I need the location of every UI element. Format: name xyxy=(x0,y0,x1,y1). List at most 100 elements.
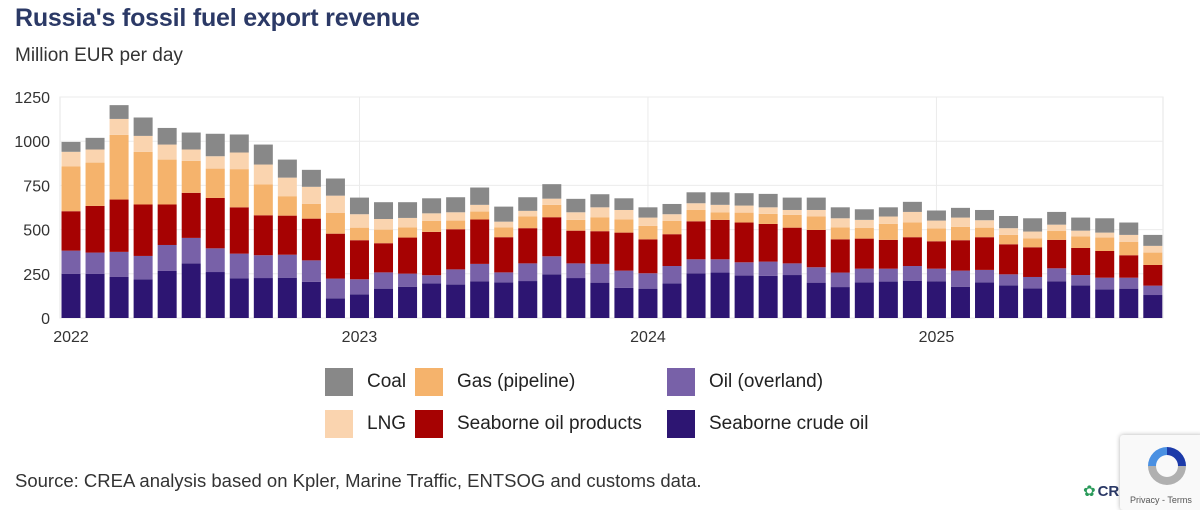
bar-segment-lng xyxy=(518,210,538,217)
bar-segment-coal xyxy=(494,206,514,222)
y-tick-label: 0 xyxy=(41,311,50,328)
bar-segment-lng xyxy=(85,149,105,163)
bar-segment-oil-overland xyxy=(1119,277,1139,289)
bar-segment-lng xyxy=(422,213,442,221)
legend-item-oil-overland: Oil (overland) xyxy=(667,368,823,396)
bar-segment-lng xyxy=(181,149,201,161)
bar-segment-gas-pipeline xyxy=(710,212,730,220)
bar-segment-oil-overland xyxy=(590,263,610,283)
chart-title: Russia's fossil fuel export revenue xyxy=(15,4,420,32)
bar-segment-gas-pipeline xyxy=(662,220,682,235)
bar-segment-gas-pipeline xyxy=(614,219,634,233)
bar-segment-oil-overland xyxy=(253,255,273,279)
bar-stack-2024-12 xyxy=(902,201,922,318)
bar-segment-gas-pipeline xyxy=(758,213,778,224)
bar-stack-2025-06 xyxy=(1047,211,1067,318)
x-tick-label: 2023 xyxy=(342,329,378,346)
bar-segment-gas-pipeline xyxy=(349,227,369,241)
crea-logo[interactable]: ✿ CR xyxy=(1083,482,1119,500)
bar-segment-seaborne-oil-products xyxy=(1047,239,1067,269)
legend-swatch xyxy=(667,368,695,396)
bar-segment-gas-pipeline xyxy=(1143,252,1163,265)
x-tick-label: 2024 xyxy=(630,329,666,346)
recaptcha-badge[interactable]: Privacy - Terms xyxy=(1120,435,1200,510)
bar-segment-coal xyxy=(1071,217,1091,231)
bar-segment-oil-overland xyxy=(782,263,802,276)
bar-segment-seaborne-crude-oil xyxy=(181,263,201,318)
bar-segment-oil-overland xyxy=(374,272,394,289)
bar-stack-2023-12 xyxy=(614,198,634,318)
recaptcha-terms-link[interactable]: Privacy - Terms xyxy=(1130,495,1192,505)
bar-stack-2024-11 xyxy=(878,207,898,318)
bar-segment-gas-pipeline xyxy=(85,162,105,206)
bar-stack-2023-06 xyxy=(470,187,490,318)
bar-segment-seaborne-crude-oil xyxy=(950,286,970,318)
bar-segment-coal xyxy=(349,197,369,215)
bar-segment-oil-overland xyxy=(999,274,1019,286)
bar-segment-oil-overland xyxy=(325,278,345,299)
bar-segment-lng xyxy=(638,217,658,226)
y-tick-label: 750 xyxy=(23,178,50,195)
bar-segment-seaborne-oil-products xyxy=(999,244,1019,275)
bar-segment-lng xyxy=(782,209,802,215)
bar-segment-oil-overland xyxy=(614,270,634,288)
bar-segment-lng xyxy=(734,205,754,213)
bar-stack-2023-11 xyxy=(590,194,610,318)
bar-stack-2025-10 xyxy=(1143,234,1163,318)
bar-segment-seaborne-crude-oil xyxy=(1095,289,1115,318)
bar-segment-seaborne-oil-products xyxy=(325,233,345,279)
bar-segment-coal xyxy=(61,141,81,152)
bar-segment-oil-overland xyxy=(710,259,730,273)
bar-stack-2025-07 xyxy=(1071,217,1091,318)
y-tick-label: 500 xyxy=(23,223,50,240)
bar-segment-seaborne-oil-products xyxy=(926,241,946,269)
bar-segment-lng xyxy=(61,151,81,167)
bar-stack-2022-02 xyxy=(85,137,105,318)
bar-stack-2025-09 xyxy=(1119,222,1139,318)
bar-stack-2023-08 xyxy=(518,197,538,318)
bar-segment-seaborne-oil-products xyxy=(614,232,634,271)
bar-stack-2022-11 xyxy=(301,169,321,318)
bar-segment-coal xyxy=(1119,222,1139,235)
bar-segment-lng xyxy=(301,186,321,204)
bar-segment-seaborne-crude-oil xyxy=(758,275,778,318)
bar-stack-2022-06 xyxy=(181,132,201,318)
bar-segment-gas-pipeline xyxy=(854,228,874,239)
bar-segment-coal xyxy=(253,144,273,165)
bar-segment-coal xyxy=(157,127,177,145)
bar-segment-lng xyxy=(662,214,682,221)
bar-segment-gas-pipeline xyxy=(518,216,538,229)
bar-segment-seaborne-oil-products xyxy=(374,243,394,273)
bar-stack-2024-07 xyxy=(782,197,802,318)
bar-segment-gas-pipeline xyxy=(277,196,297,216)
bar-segment-coal xyxy=(806,197,826,210)
bar-segment-coal xyxy=(662,203,682,215)
bar-segment-oil-overland xyxy=(975,269,995,283)
bar-segment-seaborne-crude-oil xyxy=(1143,295,1163,318)
bar-segment-coal xyxy=(926,210,946,221)
bar-segment-oil-overland xyxy=(1071,275,1091,286)
bar-stack-2023-07 xyxy=(494,206,514,318)
bar-segment-coal xyxy=(422,198,442,214)
bar-segment-seaborne-oil-products xyxy=(854,238,874,269)
bar-segment-lng xyxy=(205,156,225,169)
bar-segment-seaborne-crude-oil xyxy=(830,287,850,318)
bar-segment-seaborne-crude-oil xyxy=(205,272,225,318)
bar-segment-seaborne-oil-products xyxy=(494,237,514,273)
bar-stack-2023-05 xyxy=(446,197,466,318)
bar-segment-seaborne-oil-products xyxy=(830,239,850,273)
bar-segment-seaborne-oil-products xyxy=(1143,264,1163,286)
bar-segment-coal xyxy=(830,207,850,219)
bar-segment-seaborne-crude-oil xyxy=(1047,281,1067,318)
bar-segment-lng xyxy=(1023,231,1043,239)
bar-segment-seaborne-oil-products xyxy=(975,237,995,270)
legend-item-coal: Coal xyxy=(325,368,406,396)
bar-segment-gas-pipeline xyxy=(253,184,273,216)
bar-segment-coal xyxy=(566,198,586,213)
bar-segment-seaborne-crude-oil xyxy=(422,283,442,318)
bar-segment-lng xyxy=(494,221,514,228)
legend-item-lng: LNG xyxy=(325,410,406,438)
y-tick-label: 250 xyxy=(23,267,50,284)
bar-segment-lng xyxy=(277,177,297,197)
x-tick-label: 2025 xyxy=(919,329,955,346)
